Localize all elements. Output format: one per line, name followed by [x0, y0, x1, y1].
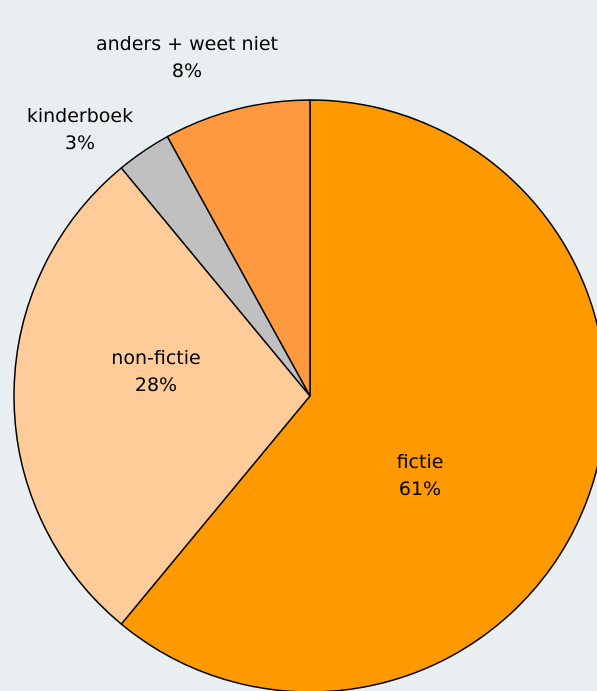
pie-slice: [13, 166, 311, 626]
value-label: 28%: [134, 374, 178, 396]
category-label: fictie: [396, 451, 444, 473]
value-label: 61%: [398, 478, 442, 500]
slice-label: non-fictie 28%: [56, 345, 256, 399]
value-label: 3%: [64, 132, 96, 154]
value-label: 8%: [171, 60, 203, 82]
category-label: anders + weet niet: [95, 33, 278, 55]
category-label: non-fictie: [111, 347, 201, 369]
slice-label: kinderboek 3%: [0, 103, 160, 157]
slice-label: fictie 61%: [320, 449, 520, 503]
category-label: kinderboek: [26, 105, 134, 127]
slice-label: anders + weet niet 8%: [92, 31, 282, 85]
pie-slice: [120, 99, 597, 691]
pie-slice: [166, 99, 311, 397]
